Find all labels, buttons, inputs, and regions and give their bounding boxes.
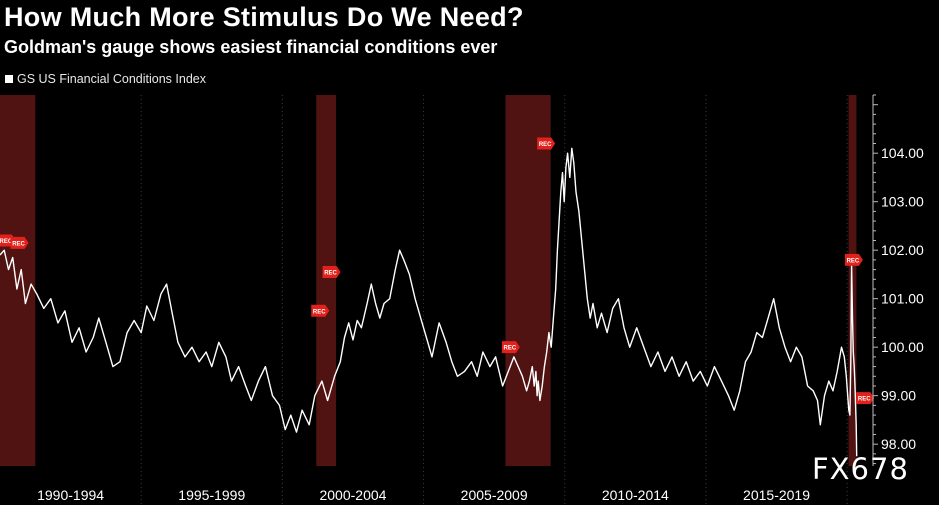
- rec-marker-label: REC: [504, 346, 517, 352]
- x-period-label: 2010-2014: [602, 487, 669, 503]
- x-axis: 1990-1994 1995-1999 2000-2004 2005-2009 2010…: [37, 487, 810, 503]
- y-tick-label: 100.00: [881, 339, 924, 355]
- y-tick-label: 99.00: [881, 388, 916, 404]
- rec-marker: REC: [10, 236, 29, 249]
- recession-band: [0, 95, 36, 466]
- watermark: FX678: [812, 452, 909, 486]
- rec-marker-flag: [844, 253, 863, 266]
- rec-marker-flag: [537, 137, 556, 150]
- recession-bands: [0, 95, 857, 466]
- y-tick-label: 104.00: [881, 145, 924, 161]
- chart-title: How Much More Stimulus Do We Need?: [4, 2, 524, 32]
- rec-marker: REC: [844, 253, 863, 266]
- y-tick-label: 102.00: [881, 242, 924, 258]
- x-period-label: 2015-2019: [743, 487, 810, 503]
- x-period-label: 1990-1994: [37, 487, 104, 503]
- rec-marker: REC: [322, 266, 341, 279]
- legend-label: GS US Financial Conditions Index: [17, 72, 206, 86]
- rec-marker-flag: [322, 266, 341, 279]
- rec-marker-label: REC: [313, 309, 326, 315]
- rec-marker-label: REC: [0, 239, 13, 245]
- rec-marker-flag: [501, 341, 520, 354]
- rec-marker-flag: [311, 304, 330, 317]
- y-axis: 98.00 99.00 100.00 101.00 102.00 103.00 104.00: [872, 94, 924, 466]
- y-tick-label: 103.00: [881, 194, 924, 210]
- series-lines: [0, 147, 858, 457]
- series-line: [0, 147, 858, 457]
- x-period-label: 1995-1999: [178, 487, 245, 503]
- rec-marker-label: REC: [539, 142, 552, 148]
- rec-marker: REC: [856, 392, 875, 405]
- y-tick-label: 98.00: [881, 436, 916, 452]
- recession-band: [316, 95, 337, 466]
- x-period-label: 2000-2004: [319, 487, 386, 503]
- chart-subtitle: Goldman's gauge shows easiest financial …: [4, 37, 498, 57]
- recession-band: [505, 95, 551, 466]
- grid-lines: [140, 95, 848, 505]
- rec-marker-flag: [10, 236, 29, 249]
- rec-marker-label: REC: [12, 241, 25, 247]
- y-tick-label: 101.00: [881, 291, 924, 307]
- rec-marker-label: REC: [847, 258, 860, 264]
- rec-marker-label: REC: [324, 271, 337, 277]
- chart-legend: GS US Financial Conditions Index: [5, 72, 206, 86]
- rec-marker: REC: [311, 304, 330, 317]
- rec-marker-flag: [856, 392, 875, 405]
- rec-marker: REC: [501, 341, 520, 354]
- legend-swatch: [5, 75, 13, 83]
- rec-marker: REC: [537, 137, 556, 150]
- x-period-label: 2005-2009: [461, 487, 528, 503]
- rec-marker-label: REC: [858, 397, 871, 403]
